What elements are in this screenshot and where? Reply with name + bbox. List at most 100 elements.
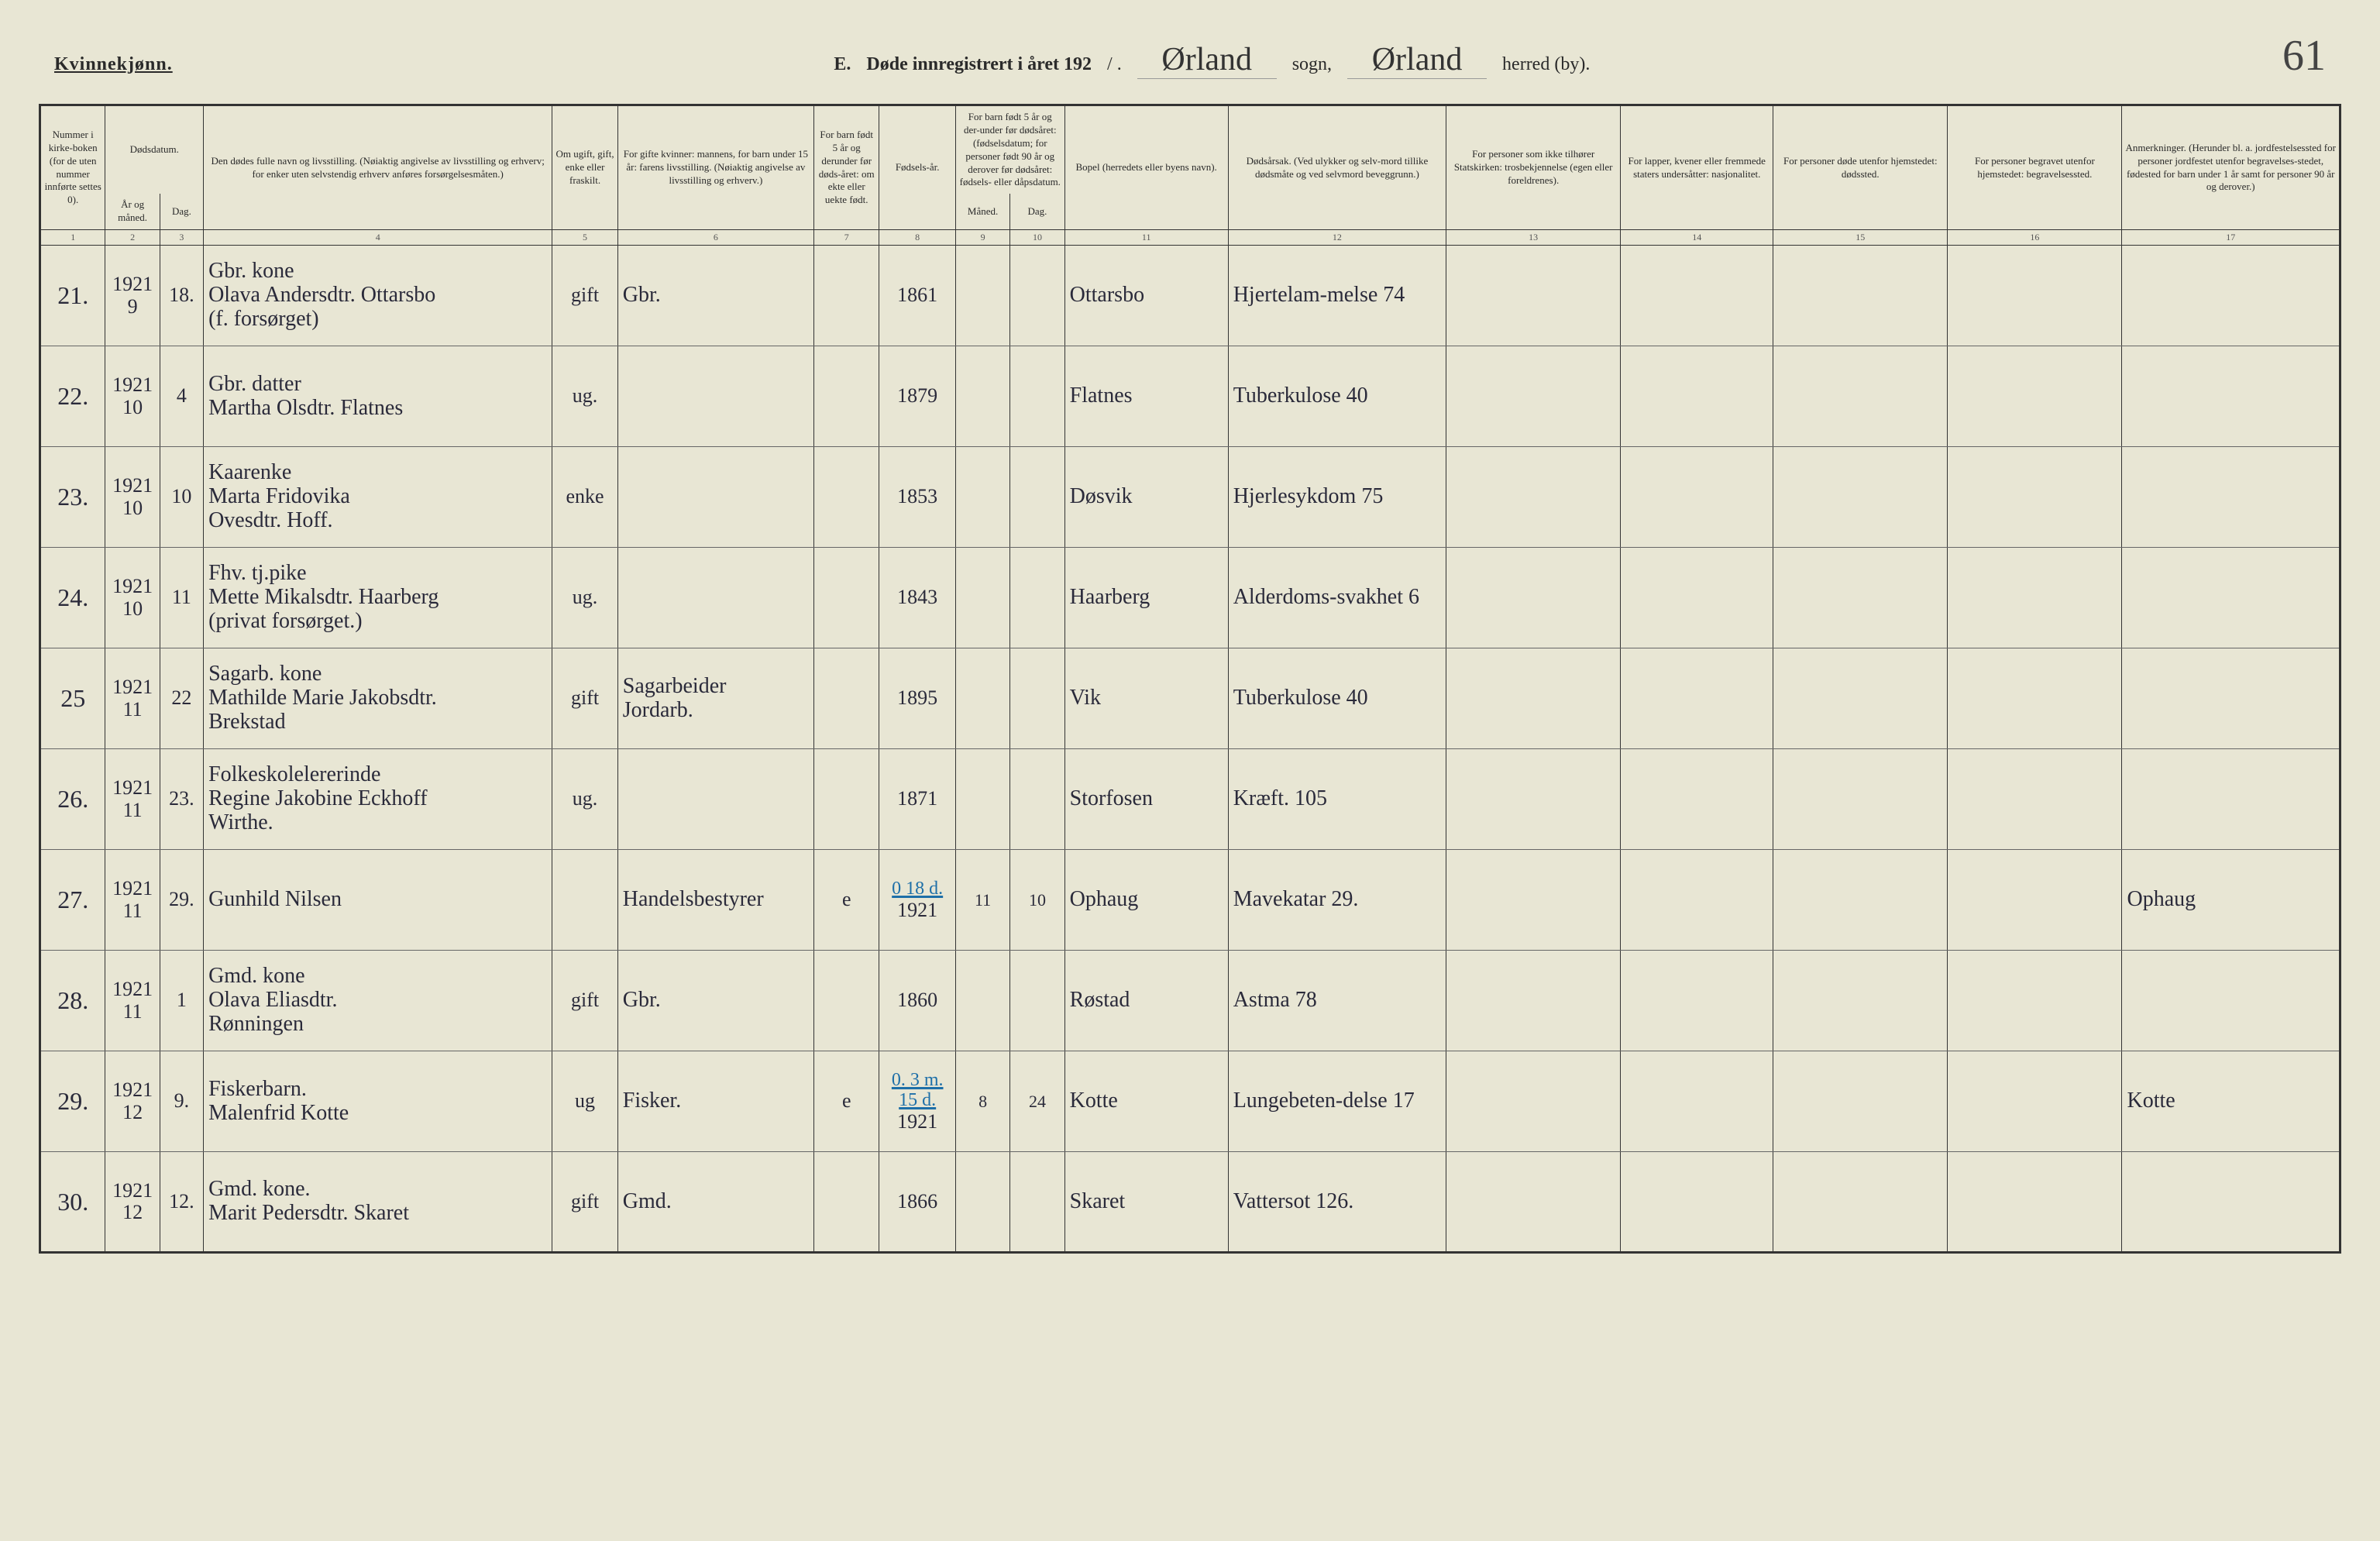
birth-month <box>955 648 1009 749</box>
col-header-birth-month: Måned. <box>955 194 1009 229</box>
birth-year: 1861 <box>879 246 955 346</box>
cause-of-death: Vattersot 126. <box>1228 1152 1446 1253</box>
burial-place <box>1948 246 2122 346</box>
burial-place <box>1948 447 2122 548</box>
column-number: 10 <box>1010 230 1064 246</box>
remarks: Kotte <box>2122 1051 2340 1152</box>
section-letter: E. <box>834 54 851 75</box>
cause-of-death: Kræft. 105 <box>1228 749 1446 850</box>
death-place <box>1773 951 1948 1051</box>
residence: Røstad <box>1064 951 1228 1051</box>
legitimacy <box>814 447 879 548</box>
table-row: 21.1921918.Gbr. koneOlava Andersdtr. Ott… <box>40 246 2340 346</box>
marital-status: gift <box>552 1152 617 1253</box>
legitimacy <box>814 346 879 447</box>
sogn-value: Ørland <box>1137 41 1277 79</box>
faith <box>1446 346 1621 447</box>
spouse-occupation: Gbr. <box>617 246 813 346</box>
birth-year: 1866 <box>879 1152 955 1253</box>
deceased-name: Gmd. koneOlava Eliasdtr.Rønningen <box>204 951 552 1051</box>
col-header-day: Dag. <box>160 194 203 229</box>
legitimacy <box>814 548 879 648</box>
row-number: 24. <box>40 548 105 648</box>
table-row: 2519211122Sagarb. koneMathilde Marie Jak… <box>40 648 2340 749</box>
marital-status: ug. <box>552 346 617 447</box>
birth-day <box>1010 346 1064 447</box>
year-suffix: / . <box>1107 54 1122 75</box>
death-day: 23. <box>160 749 203 850</box>
death-place <box>1773 447 1948 548</box>
column-number: 9 <box>955 230 1009 246</box>
death-year-month: 192111 <box>105 648 160 749</box>
col-header-dodsdatum: Dødsdatum. <box>105 105 204 194</box>
table-row: 28.1921111Gmd. koneOlava Eliasdtr.Rønnin… <box>40 951 2340 1051</box>
deceased-name: Gmd. kone.Marit Pedersdtr. Skaret <box>204 1152 552 1253</box>
col-header-name: Den dødes fulle navn og livsstilling. (N… <box>204 105 552 230</box>
nationality <box>1621 850 1773 951</box>
cause-of-death: Hjerlesykdom 75 <box>1228 447 1446 548</box>
row-number: 25 <box>40 648 105 749</box>
row-number: 22. <box>40 346 105 447</box>
col-header-faith: For personer som ikke tilhører Statskirk… <box>1446 105 1621 230</box>
nationality <box>1621 951 1773 1051</box>
faith <box>1446 447 1621 548</box>
column-number: 2 <box>105 230 160 246</box>
death-year-month: 192110 <box>105 346 160 447</box>
column-number: 17 <box>2122 230 2340 246</box>
herred-value: Ørland <box>1347 41 1487 79</box>
birth-day <box>1010 648 1064 749</box>
birth-month <box>955 749 1009 850</box>
remarks <box>2122 548 2340 648</box>
col-header-birth-day: Dag. <box>1010 194 1064 229</box>
residence: Storfosen <box>1064 749 1228 850</box>
birth-day: 24 <box>1010 1051 1064 1152</box>
col-header-spouse: For gifte kvinner: mannens, for barn und… <box>617 105 813 230</box>
faith <box>1446 850 1621 951</box>
birth-year: 1860 <box>879 951 955 1051</box>
row-number: 21. <box>40 246 105 346</box>
row-number: 27. <box>40 850 105 951</box>
birth-day <box>1010 246 1064 346</box>
birth-day <box>1010 749 1064 850</box>
deceased-name: Gbr. koneOlava Andersdtr. Ottarsbo(f. fo… <box>204 246 552 346</box>
faith <box>1446 951 1621 1051</box>
burial-place <box>1948 951 2122 1051</box>
burial-place <box>1948 850 2122 951</box>
burial-place <box>1948 548 2122 648</box>
birth-year: 0. 3 m. 15 d.1921 <box>879 1051 955 1152</box>
marital-status: gift <box>552 951 617 1051</box>
faith <box>1446 1152 1621 1253</box>
column-number: 12 <box>1228 230 1446 246</box>
table-row: 23.19211010KaarenkeMarta FridovikaOvesdt… <box>40 447 2340 548</box>
burial-place <box>1948 749 2122 850</box>
death-day: 1 <box>160 951 203 1051</box>
cause-of-death: Mavekatar 29. <box>1228 850 1446 951</box>
deceased-name: Fiskerbarn.Malenfrid Kotte <box>204 1051 552 1152</box>
spouse-occupation <box>617 548 813 648</box>
col-header-number: Nummer i kirke-boken (for de uten nummer… <box>40 105 105 230</box>
birth-year: 1895 <box>879 648 955 749</box>
birth-month <box>955 447 1009 548</box>
spouse-occupation <box>617 749 813 850</box>
death-year-month: 192112 <box>105 1051 160 1152</box>
faith <box>1446 648 1621 749</box>
death-year-month: 19219 <box>105 246 160 346</box>
marital-status <box>552 850 617 951</box>
death-year-month: 192111 <box>105 951 160 1051</box>
table-row: 27.19211129.Gunhild NilsenHandelsbestyre… <box>40 850 2340 951</box>
residence: Ophaug <box>1064 850 1228 951</box>
table-body: 21.1921918.Gbr. koneOlava Andersdtr. Ott… <box>40 246 2340 1253</box>
gender-label: Kvinnekjønn. <box>54 54 173 75</box>
deceased-name: FolkeskolelererindeRegine Jakobine Eckho… <box>204 749 552 850</box>
death-day: 9. <box>160 1051 203 1152</box>
death-day: 4 <box>160 346 203 447</box>
nationality <box>1621 1051 1773 1152</box>
column-number: 4 <box>204 230 552 246</box>
column-number: 3 <box>160 230 203 246</box>
marital-status: ug <box>552 1051 617 1152</box>
col-header-nationality: For lapper, kvener eller fremmede stater… <box>1621 105 1773 230</box>
column-number: 15 <box>1773 230 1948 246</box>
nationality <box>1621 548 1773 648</box>
marital-status: gift <box>552 648 617 749</box>
column-number: 5 <box>552 230 617 246</box>
